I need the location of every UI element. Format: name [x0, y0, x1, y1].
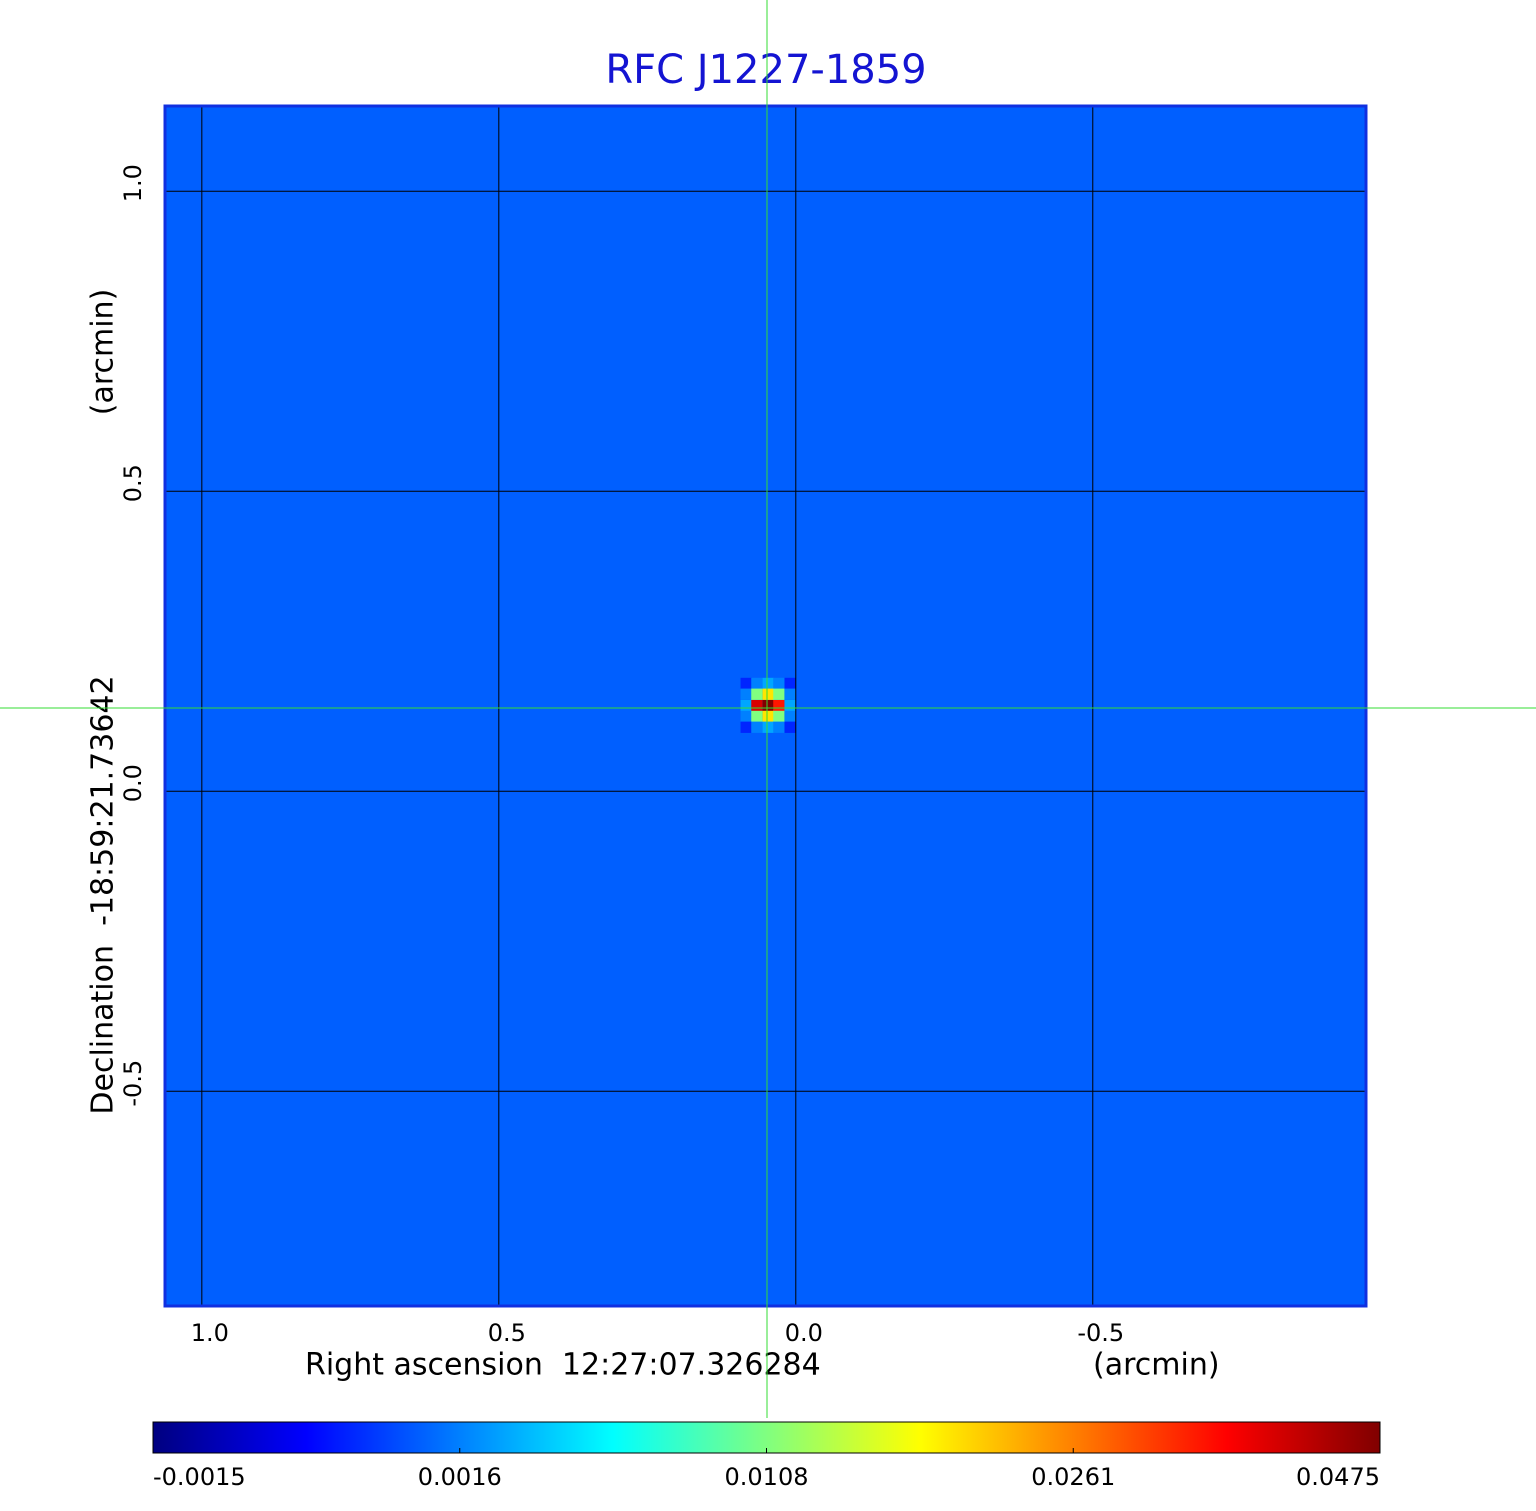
colorbar-tick-label: -0.0015: [153, 1463, 246, 1491]
image-pixel: [762, 710, 774, 723]
image-pixel: [740, 721, 752, 733]
image-pixel: [762, 688, 774, 700]
image-pixel: [784, 688, 796, 700]
x-tick-label: 0.0: [785, 1319, 823, 1347]
image-pixel: [751, 710, 763, 723]
y-axis-unit: (arcmin): [86, 289, 121, 416]
image-pixel: [751, 721, 763, 733]
image-pixel: [762, 721, 774, 733]
x-tick-label: 1.0: [191, 1319, 229, 1347]
y-tick-label: -0.5: [119, 1060, 147, 1107]
image-pixel: [751, 688, 763, 700]
plot-frame: [163, 104, 1368, 1308]
image-pixel: [773, 710, 785, 723]
x-tick-label: -0.5: [1077, 1319, 1124, 1347]
image-pixel: [740, 700, 752, 712]
image-pixel: [751, 677, 763, 690]
y-axis-label: Declination -18:59:21.73642: [86, 675, 121, 1114]
colorbar-tick-label: 0.0108: [725, 1463, 809, 1491]
image-pixel: [762, 700, 774, 712]
y-tick-label: 1.0: [119, 164, 147, 202]
x-axis-label: Right ascension 12:27:07.326284: [305, 1348, 821, 1383]
image-pixel: [773, 688, 785, 700]
image-pixel: [784, 721, 796, 733]
image-pixel: [751, 700, 763, 712]
image-pixel: [773, 677, 785, 690]
chart-title: RFC J1227-1859: [605, 47, 926, 93]
image-pixel: [784, 710, 796, 723]
image-pixel: [773, 721, 785, 733]
x-axis-unit: (arcmin): [1093, 1348, 1220, 1383]
image-pixel: [740, 710, 752, 723]
image-pixel: [762, 677, 774, 690]
image-pixel: [740, 688, 752, 700]
y-tick-label: 0.5: [119, 464, 147, 502]
image-pixel: [784, 700, 796, 712]
image-pixel: [773, 700, 785, 712]
x-tick-label: 0.5: [488, 1319, 526, 1347]
colorbar-tick-label: 0.0475: [1296, 1463, 1380, 1491]
image-pixel: [740, 677, 752, 690]
y-tick-label: 0.0: [119, 764, 147, 802]
colorbar-tick-label: 0.0016: [418, 1463, 502, 1491]
image-pixel: [784, 677, 796, 690]
colorbar-tick-label: 0.0261: [1031, 1463, 1115, 1491]
